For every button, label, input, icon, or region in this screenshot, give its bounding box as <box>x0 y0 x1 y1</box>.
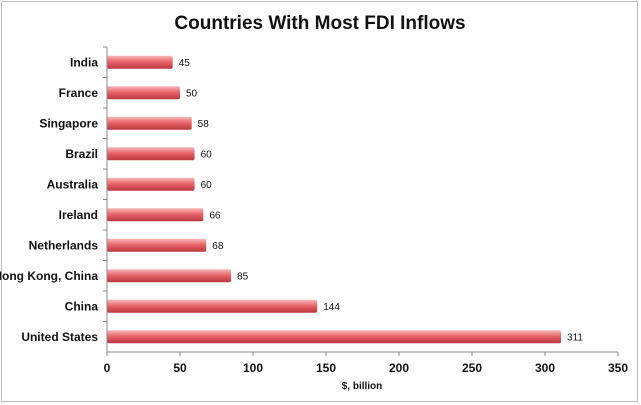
data-label: 60 <box>201 180 213 191</box>
bar <box>107 208 204 222</box>
category-label: Ireland <box>59 208 98 222</box>
x-tick-label: 350 <box>608 361 628 375</box>
data-label: 66 <box>209 210 221 221</box>
bar <box>107 299 318 313</box>
bar <box>107 116 192 130</box>
bar <box>107 147 195 161</box>
category-label: United States <box>21 330 98 344</box>
x-tick-label: 250 <box>462 361 482 375</box>
data-label: 311 <box>567 332 583 343</box>
bar <box>107 269 232 283</box>
data-label: 60 <box>201 149 213 160</box>
category-label: China <box>65 299 99 313</box>
bar <box>107 86 180 100</box>
data-label: 144 <box>323 302 340 313</box>
data-label: 45 <box>179 58 191 69</box>
data-label: 68 <box>212 241 224 252</box>
category-label: Hong Kong, China <box>0 269 98 283</box>
category-label: Brazil <box>65 147 98 161</box>
x-tick-label: 150 <box>316 361 336 375</box>
x-tick-label: 0 <box>104 361 111 375</box>
bar <box>107 177 195 191</box>
data-label: 85 <box>237 271 249 282</box>
bar <box>107 55 173 69</box>
x-tick-label: 50 <box>173 361 187 375</box>
data-label: 50 <box>186 88 198 99</box>
bars-group: India 45 France 50 Singapore 58 Brazil 60 Austra… <box>0 46 583 344</box>
category-label: Netherlands <box>29 238 99 252</box>
x-ticks-group: 0 50 100 150 200 250 300 350 <box>104 352 628 375</box>
category-label: Australia <box>47 177 99 191</box>
bar <box>107 330 562 344</box>
category-label: Singapore <box>39 116 98 130</box>
category-label: India <box>70 55 98 69</box>
x-tick-label: 300 <box>535 361 555 375</box>
x-tick-label: 100 <box>243 361 263 375</box>
x-axis-label: $, billion <box>342 381 383 392</box>
axes-group <box>106 47 618 353</box>
category-label: France <box>59 86 99 100</box>
x-tick-label: 200 <box>389 361 409 375</box>
bar <box>107 238 207 252</box>
chart-title: Countries With Most FDI Inflows <box>174 13 465 34</box>
data-label: 58 <box>198 119 210 130</box>
